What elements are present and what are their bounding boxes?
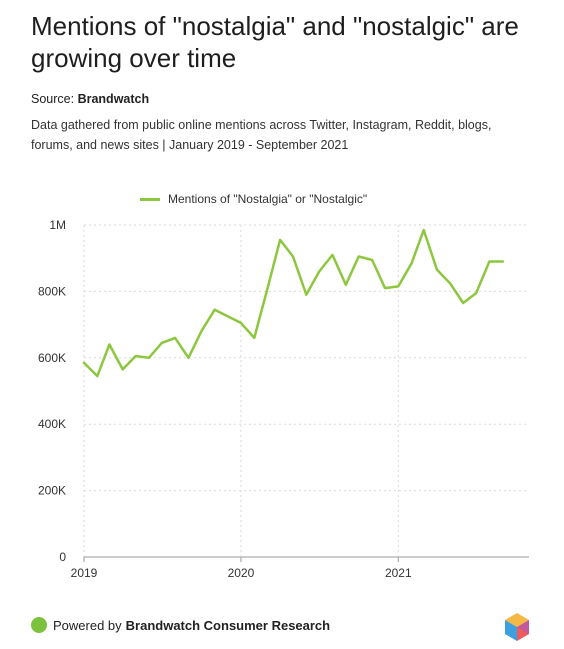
y-tick-label: 0 [59,550,66,564]
powered-by-label: Powered by [53,617,122,633]
chart-legend: Mentions of "Nostalgia" or "Nostalgic" [140,192,367,206]
powered-by-brand: Brandwatch Consumer Research [125,617,331,633]
chart-title: Mentions of "nostalgia" and "nostalgic" … [31,11,519,73]
series-line [82,228,505,378]
y-tick-label: 600K [38,351,66,365]
brandwatch-dot-icon [31,617,47,633]
legend-swatch [140,197,160,201]
legend-label: Mentions of "Nostalgia" or "Nostalgic" [168,192,368,206]
x-tick-label: 2021 [385,566,412,580]
hexagon-cube-logo-icon [505,613,529,641]
chart-description: Data gathered from public online mention… [31,118,492,152]
source-line: Source: Brandwatch [31,92,149,106]
source-prefix: Source: [31,92,75,106]
y-tick-label: 800K [38,284,66,298]
x-tick-label: 2019 [71,566,98,580]
y-tick-label: 200K [38,484,66,498]
line-chart: 0 200K 400K 600K 800K 1M 2019 2020 2021 [38,218,529,580]
footer: Powered by Brandwatch Consumer Research [31,617,330,633]
source-name: Brandwatch [77,92,150,106]
y-tick-label: 1M [49,218,66,232]
y-tick-label: 400K [38,417,66,431]
x-tick-label: 2020 [228,566,255,580]
